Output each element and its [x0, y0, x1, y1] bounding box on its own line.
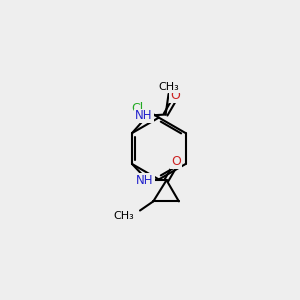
Text: NH: NH: [135, 110, 153, 122]
Text: H: H: [143, 111, 152, 121]
Text: CH₃: CH₃: [158, 82, 179, 92]
Text: O: O: [170, 89, 180, 102]
Text: NH: NH: [136, 174, 154, 187]
Text: O: O: [171, 155, 181, 168]
Text: CH₃: CH₃: [113, 211, 134, 220]
Text: Cl: Cl: [131, 102, 143, 115]
